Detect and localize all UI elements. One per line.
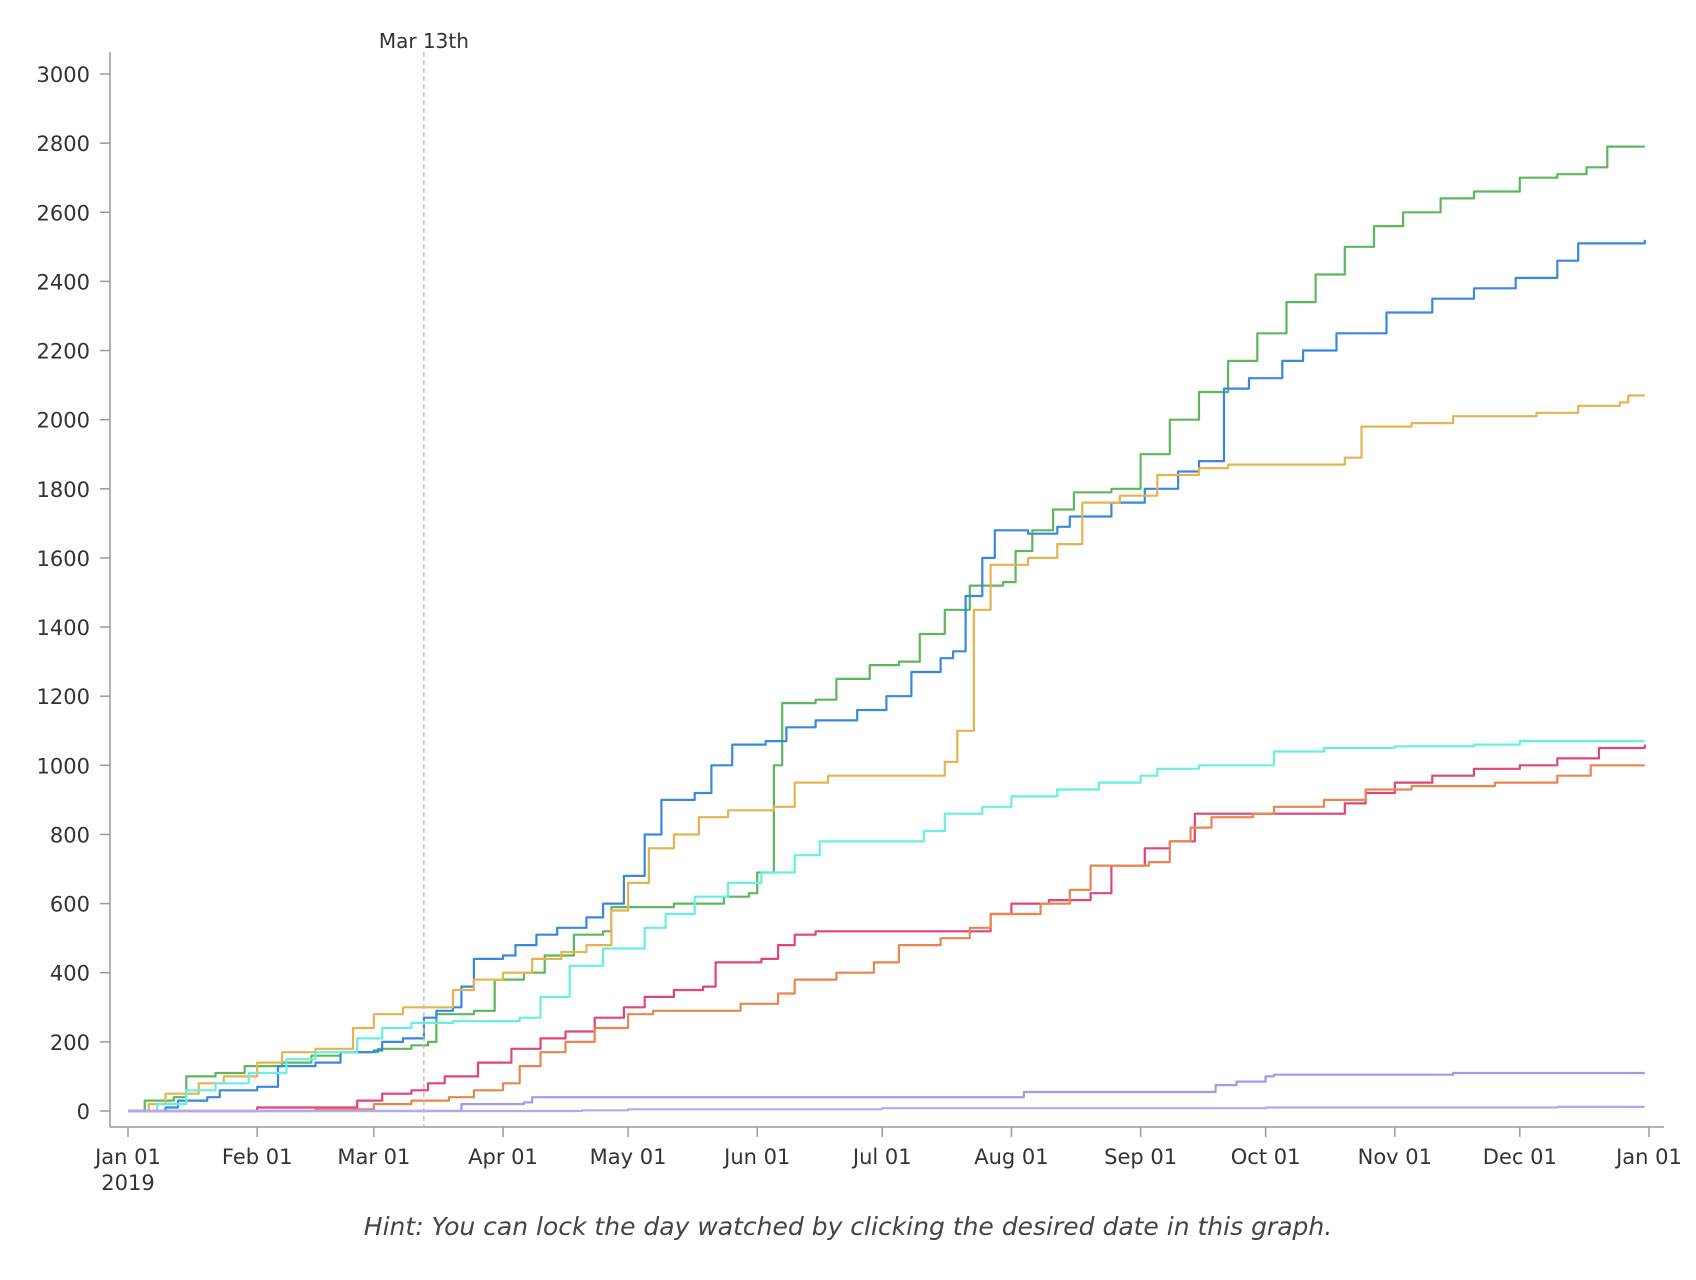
- series-line-8[interactable]: [128, 1105, 1645, 1113]
- series-line-3[interactable]: [128, 394, 1645, 1113]
- hover-date-label: Mar 13th: [379, 29, 469, 53]
- y-tick-label: 2400: [37, 270, 90, 294]
- x-tick-year-label: 2019: [101, 1171, 154, 1195]
- y-tick-label: 0: [77, 1100, 90, 1124]
- series-line-2[interactable]: [128, 239, 1646, 1113]
- hint-text: Hint: You can lock the day watched by cl…: [363, 1212, 1333, 1241]
- x-tick-label: Feb 01: [222, 1145, 293, 1169]
- x-tick-label: May 01: [590, 1145, 667, 1169]
- axes: 0 200 400 600 800 1000 1200 1400 1600 1800 2000 220…: [37, 52, 1682, 1195]
- y-tick-label: 2000: [37, 409, 90, 433]
- y-tick-label: 2600: [37, 201, 90, 225]
- y-tick-label: 1000: [37, 754, 90, 778]
- x-tick-label: Jun 01: [722, 1145, 790, 1169]
- x-tick-label: Apr 01: [468, 1145, 538, 1169]
- x-tick-label: Nov 01: [1358, 1145, 1432, 1169]
- y-tick-label: 2200: [37, 340, 90, 364]
- x-tick-label: Mar 01: [337, 1145, 410, 1169]
- y-tick-label: 1400: [37, 616, 90, 640]
- hover-indicator: Mar 13th: [379, 29, 469, 1127]
- y-tick-label: 200: [50, 1031, 90, 1055]
- y-tick-label: 400: [50, 962, 90, 986]
- x-tick-label: Jan 01: [93, 1145, 161, 1169]
- y-tick-label: 1800: [37, 478, 90, 502]
- x-tick-label: Jan 01: [1614, 1145, 1682, 1169]
- series-line-4[interactable]: [128, 740, 1645, 1113]
- y-tick-label: 600: [50, 893, 90, 917]
- y-tick-label: 1600: [37, 547, 90, 571]
- series-line-6[interactable]: [128, 764, 1645, 1113]
- x-tick-label: Dec 01: [1483, 1145, 1557, 1169]
- x-tick-label: Sep 01: [1104, 1145, 1177, 1169]
- series-line-7[interactable]: [128, 1071, 1645, 1113]
- y-tick-label: 800: [50, 823, 90, 847]
- y-tick-label: 2800: [37, 132, 90, 156]
- x-tick-label: Aug 01: [974, 1145, 1048, 1169]
- y-tick-label: 1200: [37, 685, 90, 709]
- series-line-1[interactable]: [128, 145, 1645, 1113]
- series-lines: [128, 145, 1646, 1113]
- x-tick-label: Oct 01: [1231, 1145, 1301, 1169]
- y-tick-label: 3000: [37, 63, 90, 87]
- x-tick-label: Jul 01: [851, 1145, 912, 1169]
- series-line-5[interactable]: [128, 744, 1646, 1113]
